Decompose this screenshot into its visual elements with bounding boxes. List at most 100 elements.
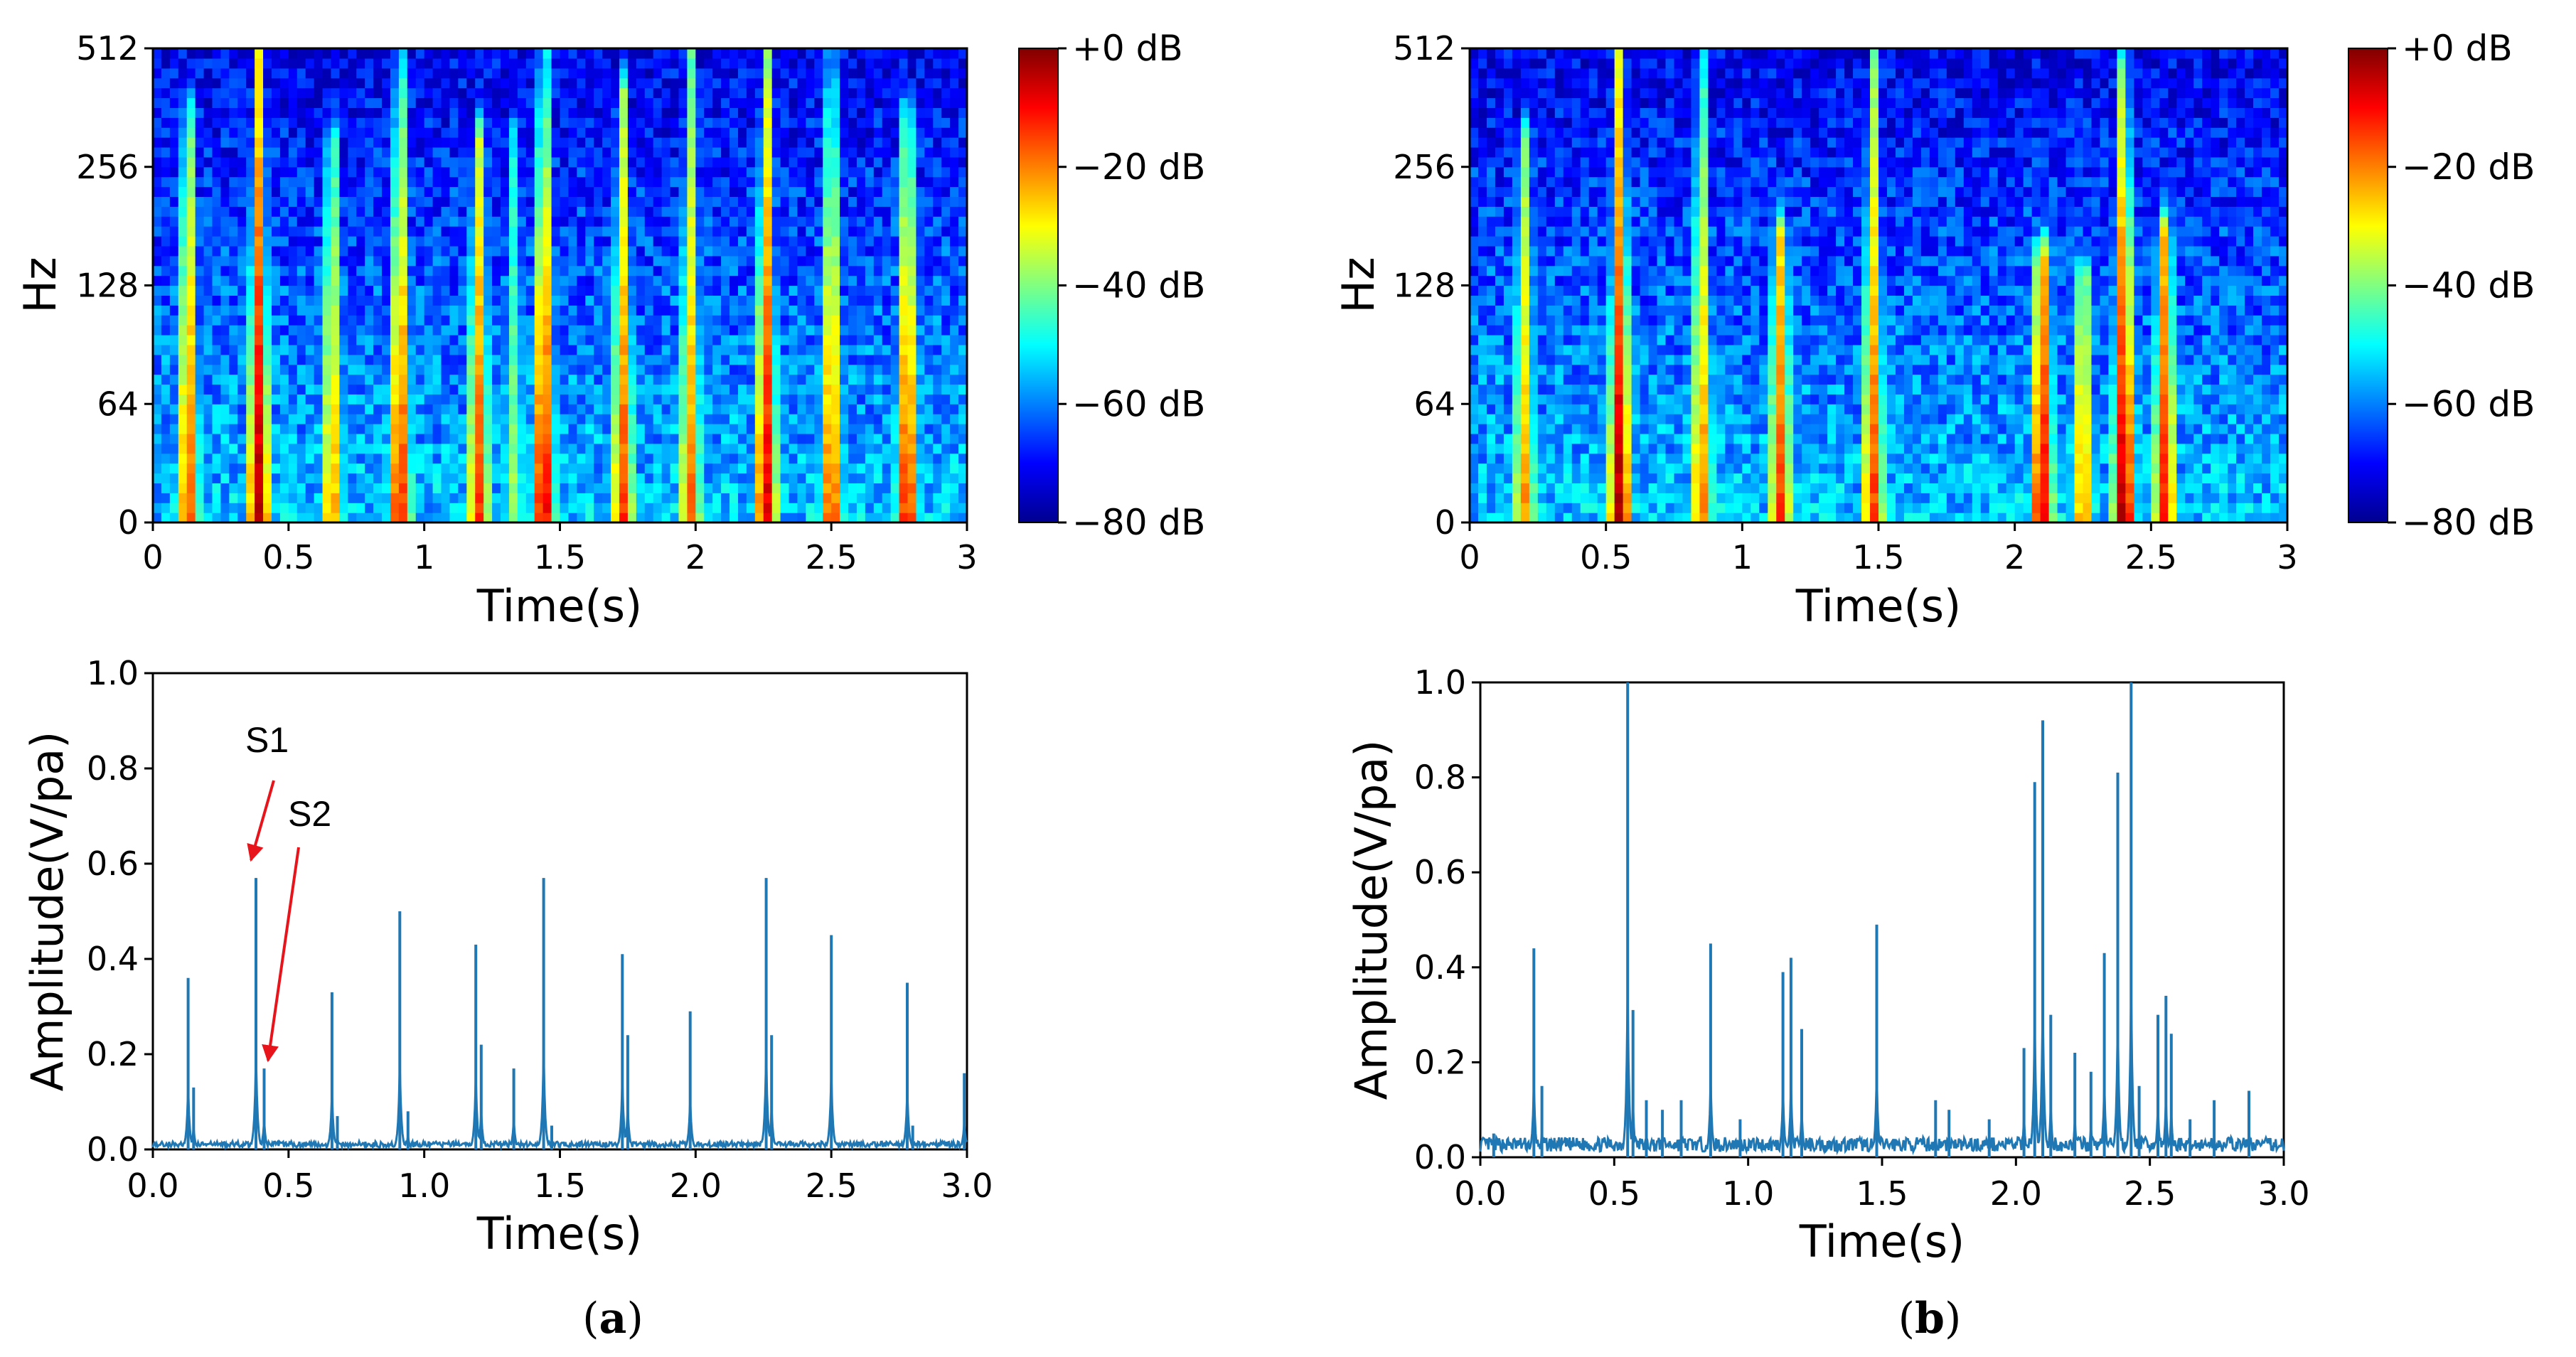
heatmap-cell — [475, 433, 484, 444]
heatmap-cell — [255, 245, 264, 257]
heatmap-cell — [941, 443, 951, 454]
heatmap-cell — [933, 146, 942, 158]
heatmap-cell — [695, 166, 705, 178]
heatmap-cell — [933, 236, 942, 247]
heatmap-cell — [271, 156, 281, 168]
heatmap-cell — [322, 384, 332, 395]
heatmap-cell — [560, 236, 570, 247]
heatmap-cell — [348, 196, 357, 207]
heatmap-cell — [950, 107, 959, 118]
heatmap-cell — [754, 483, 764, 493]
heatmap-cell — [1520, 493, 1530, 503]
heatmap-cell — [924, 196, 934, 207]
heatmap-cell — [585, 245, 594, 257]
heatmap-cell — [415, 255, 425, 267]
heatmap-cell — [475, 97, 484, 108]
heatmap-cell — [296, 344, 306, 355]
heatmap-cell — [161, 384, 171, 395]
heatmap-cell — [458, 493, 467, 503]
heatmap-cell — [899, 285, 909, 296]
heatmap-cell — [950, 473, 959, 484]
heatmap-cell — [153, 166, 162, 178]
heatmap-cell — [212, 305, 222, 316]
heatmap-cell — [687, 285, 696, 296]
heatmap-cell — [577, 453, 586, 464]
heatmap-cell — [950, 424, 959, 434]
heatmap-cell — [670, 176, 680, 188]
heatmap-cell — [246, 166, 255, 178]
heatmap-cell — [823, 107, 832, 118]
heatmap-cell — [356, 137, 365, 148]
heatmap-cell — [823, 196, 832, 207]
heatmap-cell — [203, 354, 213, 365]
heatmap-cell — [848, 453, 857, 464]
heatmap-cell — [704, 463, 713, 474]
heatmap-cell — [305, 285, 315, 296]
heatmap-cell — [534, 206, 544, 217]
heatmap-cell — [1520, 255, 1530, 267]
heatmap-cell — [890, 275, 900, 286]
heatmap-cell — [729, 226, 739, 237]
heatmap-cell — [729, 315, 739, 326]
heatmap-cell — [398, 265, 408, 277]
heatmap-cell — [873, 344, 883, 355]
heatmap-cell — [1495, 513, 1505, 523]
heatmap-cell — [754, 285, 764, 296]
heatmap-cell — [933, 354, 942, 365]
heatmap-cell — [475, 255, 484, 267]
heatmap-cell — [627, 295, 637, 306]
heatmap-cell — [941, 354, 951, 365]
heatmap-cell — [382, 305, 391, 316]
heatmap-cell — [873, 453, 883, 464]
heatmap-cell — [483, 265, 493, 277]
heatmap-cell — [806, 206, 815, 217]
heatmap-cell — [704, 97, 713, 108]
heatmap-cell — [1477, 424, 1487, 434]
heatmap-cell — [382, 196, 391, 207]
heatmap-cell — [407, 87, 417, 99]
heatmap-cell — [246, 325, 255, 336]
heatmap-cell — [831, 186, 840, 198]
heatmap-cell — [339, 97, 348, 108]
heatmap-cell — [492, 305, 501, 316]
heatmap-cell — [331, 404, 340, 414]
heatmap-cell — [840, 344, 849, 355]
heatmap-cell — [237, 226, 247, 237]
heatmap-cell — [771, 493, 781, 503]
heatmap-cell — [721, 186, 730, 198]
heatmap-cell — [271, 364, 281, 375]
heatmap-cell — [950, 354, 959, 365]
heatmap-cell — [475, 463, 484, 474]
heatmap-cell — [543, 305, 552, 316]
heatmap-cell — [483, 166, 493, 178]
heatmap-cell — [856, 394, 866, 404]
heatmap-cell — [186, 483, 196, 493]
heatmap-cell — [1503, 196, 1513, 207]
heatmap-cell — [195, 364, 205, 375]
heatmap-cell — [611, 156, 620, 168]
heatmap-cell — [195, 424, 205, 434]
heatmap-cell — [780, 305, 790, 316]
heatmap-cell — [1477, 443, 1487, 454]
heatmap-cell — [594, 315, 603, 326]
heatmap-cell — [789, 443, 798, 454]
heatmap-cell — [288, 275, 298, 286]
heatmap-cell — [348, 166, 357, 178]
heatmap-cell — [279, 255, 289, 267]
heatmap-cell — [305, 384, 315, 395]
heatmap-cell — [229, 186, 238, 198]
heatmap-cell — [585, 344, 594, 355]
heatmap-cell — [449, 503, 459, 513]
heatmap-cell — [1512, 334, 1522, 345]
heatmap-cell — [594, 107, 603, 118]
heatmap-cell — [644, 255, 654, 267]
heatmap-cell — [670, 493, 680, 503]
heatmap-cell — [1503, 305, 1513, 316]
heatmap-cell — [390, 344, 400, 355]
heatmap-cell — [229, 97, 238, 108]
heatmap-cell — [814, 117, 823, 128]
heatmap-cell — [737, 404, 747, 414]
heatmap-cell — [737, 48, 747, 59]
heatmap-cell — [916, 364, 925, 375]
heatmap-cell — [255, 236, 264, 247]
